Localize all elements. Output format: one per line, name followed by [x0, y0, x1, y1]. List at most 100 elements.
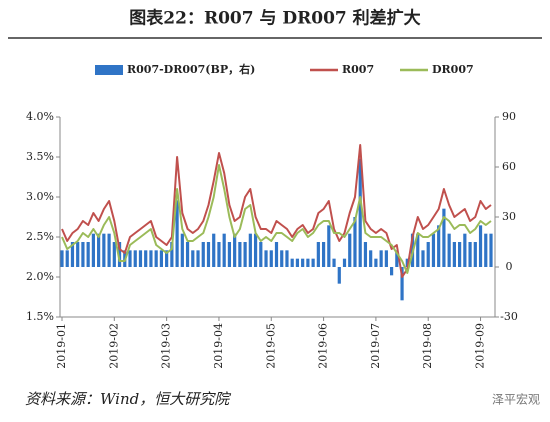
bar [212, 233, 216, 267]
bar [316, 242, 320, 267]
legend-swatch [95, 65, 123, 75]
y2-tick-label: 0 [506, 260, 513, 273]
y-tick-label: 3.5% [26, 150, 54, 163]
bar [248, 233, 252, 267]
x-tick-label: 2019-03 [160, 323, 173, 369]
bar [421, 250, 425, 267]
y2-tick-label: 90 [502, 110, 516, 123]
bar [379, 250, 383, 267]
bar [337, 267, 341, 284]
bar [117, 242, 122, 267]
bar [264, 250, 268, 267]
bar [400, 267, 404, 301]
bar [170, 242, 174, 267]
bar [285, 250, 289, 267]
legend-label: R007-DR007(BP，右) [127, 62, 255, 76]
bar [191, 250, 195, 267]
bar [102, 233, 106, 267]
bar [70, 242, 75, 267]
chart-title: 图表22：R007 与 DR007 利差扩大 [129, 8, 420, 29]
legend-label: DR007 [432, 63, 474, 76]
bar [342, 258, 347, 267]
bar [306, 258, 310, 267]
x-tick-label: 2019-01 [55, 323, 68, 369]
bar [473, 242, 477, 267]
bar [353, 217, 357, 267]
bar [447, 233, 451, 267]
bar [233, 233, 237, 267]
bar [97, 233, 101, 267]
bar [478, 225, 483, 267]
bar [426, 242, 430, 267]
bar [86, 242, 90, 267]
y-tick-label: 2.5% [26, 230, 54, 243]
bar [463, 233, 467, 267]
bar [138, 250, 143, 267]
bar [65, 250, 69, 267]
bar [374, 258, 378, 267]
bar [180, 233, 184, 267]
legend-label: R007 [342, 63, 374, 76]
bar [274, 242, 279, 267]
bar [290, 258, 294, 267]
line-series [61, 144, 492, 278]
x-tick-label: 2019-09 [474, 323, 487, 369]
bar [185, 242, 190, 267]
bar [222, 233, 226, 267]
bar [165, 250, 169, 267]
x-tick-label: 2019-06 [317, 323, 330, 369]
bar [442, 208, 446, 267]
y-tick-label: 3.0% [26, 190, 54, 203]
x-tick-label: 2019-07 [369, 323, 382, 369]
bar [484, 233, 488, 267]
x-tick-label: 2019-04 [212, 323, 225, 369]
y2-tick-label: 60 [502, 160, 516, 173]
source-note: 资料来源：Wind，恒大研究院 [25, 390, 231, 408]
bar [321, 242, 326, 267]
bar [295, 258, 300, 267]
bar [332, 258, 336, 267]
bar [243, 242, 247, 267]
bar [133, 250, 137, 267]
bar [363, 242, 368, 267]
y-tick-label: 1.5% [26, 310, 54, 323]
bar [269, 250, 273, 267]
bar [369, 250, 373, 267]
bar [144, 250, 148, 267]
bar [389, 267, 394, 276]
bar [227, 242, 232, 267]
bar [416, 233, 420, 267]
x-tick-label: 2019-02 [107, 323, 120, 369]
bar [301, 258, 305, 267]
bar [196, 250, 200, 267]
y2-tick-label: 30 [502, 210, 516, 223]
bar [60, 250, 64, 267]
bar [311, 258, 315, 267]
bar [91, 233, 95, 267]
bar [358, 158, 362, 267]
x-tick-label: 2019-08 [421, 323, 434, 369]
bar [437, 225, 441, 267]
bar [201, 242, 205, 267]
bar [280, 250, 284, 267]
bar [175, 200, 179, 267]
bar [149, 250, 153, 267]
bar [154, 250, 158, 267]
bar [259, 242, 263, 267]
bar [348, 233, 352, 267]
bar [395, 250, 399, 267]
bar [384, 250, 388, 267]
bar [452, 242, 456, 267]
watermark: 泽平宏观 [492, 392, 540, 407]
bar [489, 233, 493, 267]
bar [81, 242, 85, 267]
bar [128, 250, 132, 267]
bar [217, 242, 221, 267]
bar [112, 242, 116, 267]
bar [76, 242, 80, 267]
x-tick-label: 2019-05 [264, 323, 277, 369]
bar [159, 250, 164, 267]
bar [238, 242, 242, 267]
line-series [61, 164, 492, 274]
